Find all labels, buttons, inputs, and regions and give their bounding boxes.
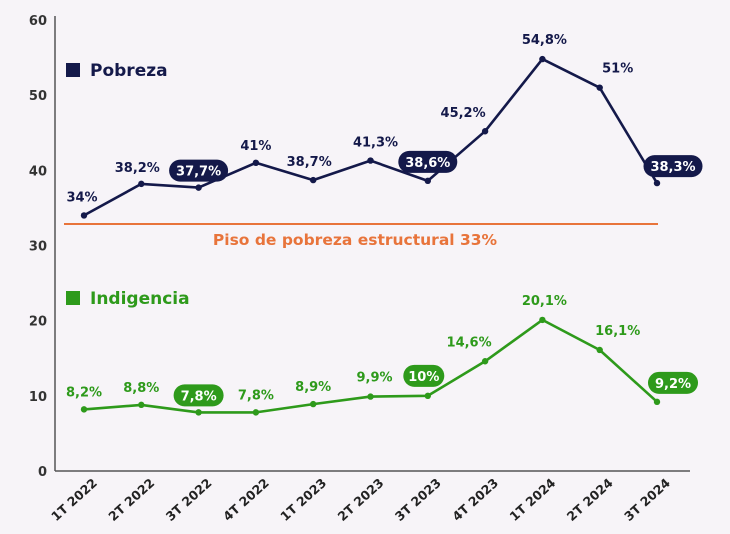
data-label-badge (398, 150, 458, 173)
data-label: 10% (408, 370, 439, 385)
data-label-badge (169, 159, 229, 182)
data-label: 9,2% (655, 377, 691, 392)
data-label-badge (403, 364, 445, 387)
data-label: 9,9% (356, 371, 392, 386)
data-point (310, 400, 317, 408)
data-label: 41,3% (353, 136, 398, 151)
data-label: 38,7% (287, 155, 332, 170)
x-tick-label: 3T 2022 (163, 475, 215, 524)
y-tick-label: 20 (29, 315, 47, 330)
data-label: 34% (66, 190, 97, 205)
data-point (424, 392, 431, 400)
data-label: 16,1% (595, 324, 640, 339)
data-label: 8,8% (123, 381, 159, 396)
x-tick-label: 2T 2024 (564, 475, 616, 524)
y-tick-label: 50 (29, 89, 47, 104)
legend-label: Pobreza (90, 61, 168, 81)
data-label: 45,2% (441, 106, 486, 121)
data-point (481, 128, 489, 135)
data-label: 54,8% (522, 33, 567, 48)
data-point (424, 177, 431, 185)
data-point (310, 176, 317, 184)
y-tick-label: 60 (29, 14, 47, 29)
data-label: 14,6% (447, 335, 492, 350)
y-tick-label: 40 (29, 164, 47, 179)
data-label: 8,9% (295, 380, 331, 395)
data-point (80, 406, 88, 413)
data-point (252, 409, 260, 416)
data-label-badge (643, 155, 703, 178)
data-label: 41% (240, 139, 271, 154)
legend-swatch (66, 63, 80, 77)
data-label: 20,1% (522, 294, 567, 309)
y-tick-label: 0 (38, 465, 47, 480)
data-label: 38,3% (650, 160, 695, 175)
data-point (252, 159, 260, 167)
data-point (653, 398, 661, 406)
data-label: 37,7% (176, 165, 221, 180)
legend-label: Indigencia (90, 289, 190, 309)
data-point (195, 409, 202, 416)
data-point (596, 346, 603, 354)
x-tick-label: 4T 2022 (220, 475, 272, 524)
y-tick-label: 30 (29, 240, 47, 255)
data-point (596, 84, 603, 91)
x-tick-label: 1T 2024 (506, 475, 558, 524)
data-point (481, 358, 489, 365)
data-point (138, 180, 145, 188)
data-point (80, 212, 88, 219)
data-point (195, 184, 202, 191)
x-tick-label: 1T 2023 (277, 475, 329, 524)
x-tick-label: 3T 2024 (621, 475, 673, 524)
data-label: 7,8% (181, 389, 217, 404)
x-tick-label: 1T 2022 (48, 475, 100, 524)
legend-swatch (66, 291, 80, 305)
reference-line-label: Piso de pobreza estructural 33% (213, 231, 498, 249)
data-point (138, 401, 145, 409)
data-label: 7,8% (238, 388, 274, 403)
x-tick-label: 2T 2022 (105, 475, 157, 524)
data-label: 8,2% (66, 385, 102, 400)
data-point (539, 316, 546, 324)
data-point (653, 179, 661, 187)
x-tick-label: 3T 2023 (392, 475, 444, 524)
data-point (539, 55, 546, 63)
data-label: 38,6% (405, 156, 450, 171)
x-tick-label: 4T 2023 (449, 475, 501, 524)
y-tick-label: 10 (29, 390, 47, 405)
data-point (367, 393, 374, 400)
data-label-badge (648, 371, 698, 394)
x-tick-label: 2T 2023 (335, 475, 387, 524)
data-point (367, 157, 374, 164)
data-label-badge (173, 384, 224, 407)
data-label: 38,2% (115, 161, 160, 176)
data-label: 51% (602, 62, 633, 77)
